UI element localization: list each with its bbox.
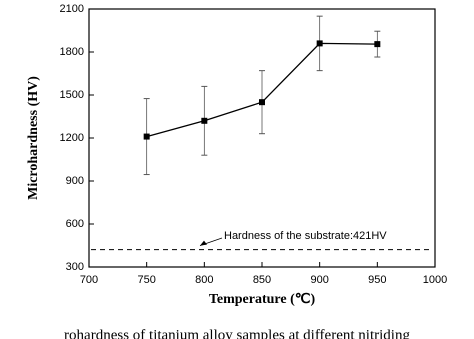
x-tick-label: 900 (310, 274, 328, 286)
marker (316, 40, 323, 47)
y-tick-label: 300 (66, 261, 84, 273)
marker (143, 133, 150, 140)
marker (201, 117, 208, 124)
x-axis-label: Temperature (℃) (209, 292, 316, 307)
x-tick-label: 850 (253, 274, 271, 286)
y-tick-label: 2100 (60, 3, 84, 15)
y-axis-label: Microhardness (HV) (26, 76, 41, 200)
y-tick-label: 1800 (60, 46, 84, 58)
y-tick-label: 1200 (60, 132, 84, 144)
x-tick-label: 800 (195, 274, 213, 286)
caption: rohardness of titanium alloy samples at … (64, 327, 410, 339)
plot-frame (88, 8, 436, 268)
x-tick-label: 1000 (423, 274, 447, 286)
y-tick-label: 600 (66, 218, 84, 230)
x-tick-label: 700 (80, 274, 98, 286)
x-tick-label: 950 (368, 274, 386, 286)
annotation: Hardness of the substrate:421HV (224, 230, 387, 242)
marker (259, 99, 265, 106)
x-tick-label: 750 (137, 274, 155, 286)
annotation-arrowhead (200, 240, 207, 246)
y-tick-label: 1500 (60, 89, 84, 101)
y-tick-label: 900 (66, 175, 84, 187)
marker (374, 41, 381, 48)
